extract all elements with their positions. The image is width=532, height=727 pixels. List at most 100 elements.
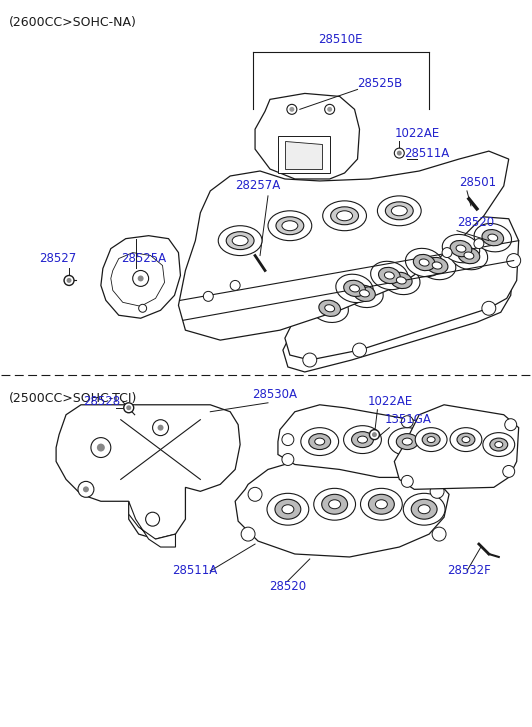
Ellipse shape [385,272,394,279]
Circle shape [394,148,404,158]
Circle shape [138,276,144,281]
Circle shape [503,465,514,478]
Polygon shape [283,230,514,372]
Ellipse shape [474,223,512,252]
Circle shape [287,105,297,114]
Ellipse shape [377,196,421,225]
Ellipse shape [344,426,381,454]
Circle shape [230,281,240,290]
Polygon shape [278,405,454,478]
Ellipse shape [488,234,498,241]
Text: 28520: 28520 [269,580,306,593]
Polygon shape [111,252,164,306]
Ellipse shape [426,257,448,273]
Text: 1351GA: 1351GA [385,413,431,426]
Ellipse shape [450,241,472,257]
Circle shape [482,301,496,316]
Circle shape [397,150,402,156]
Circle shape [327,107,332,112]
Text: 28510E: 28510E [318,33,363,47]
Ellipse shape [268,211,312,241]
Ellipse shape [403,494,445,525]
Circle shape [325,105,335,114]
Ellipse shape [432,262,442,269]
Circle shape [126,405,131,410]
Text: 28257A: 28257A [235,180,280,193]
Polygon shape [285,209,519,360]
Ellipse shape [388,427,426,456]
Polygon shape [56,405,240,539]
Ellipse shape [482,230,504,246]
Ellipse shape [276,217,304,235]
Circle shape [282,454,294,465]
Polygon shape [278,136,330,173]
Ellipse shape [490,438,508,451]
Circle shape [441,429,453,441]
Ellipse shape [379,268,400,284]
Circle shape [146,513,160,526]
Ellipse shape [218,225,262,256]
Ellipse shape [322,494,347,514]
Ellipse shape [344,281,365,297]
Text: (2500CC>SOHC-TCI): (2500CC>SOHC-TCI) [10,392,138,405]
Text: 28532F: 28532F [447,564,491,577]
Circle shape [369,430,379,440]
Text: (2600CC>SOHC-NA): (2600CC>SOHC-NA) [10,16,137,29]
Ellipse shape [314,489,355,521]
Ellipse shape [495,441,503,448]
Circle shape [241,527,255,541]
Circle shape [64,276,74,286]
Circle shape [157,425,163,430]
Text: 28511A: 28511A [172,564,218,577]
Ellipse shape [411,499,437,519]
Circle shape [132,270,148,286]
Polygon shape [394,405,519,489]
Ellipse shape [450,427,482,451]
Ellipse shape [309,433,331,449]
Text: 28520: 28520 [457,216,494,229]
Circle shape [282,433,294,446]
Ellipse shape [319,300,340,316]
Ellipse shape [337,211,353,221]
Ellipse shape [392,206,408,216]
Ellipse shape [275,499,301,519]
Circle shape [303,353,317,367]
Ellipse shape [282,221,298,230]
Ellipse shape [390,273,412,289]
Ellipse shape [442,234,480,262]
Ellipse shape [361,489,402,521]
Text: 1022AE: 1022AE [394,126,439,140]
Circle shape [91,438,111,457]
Circle shape [507,254,521,268]
Circle shape [124,403,134,413]
Text: 28501: 28501 [459,177,496,190]
Ellipse shape [415,427,447,451]
Ellipse shape [458,247,480,264]
Ellipse shape [350,285,360,292]
Ellipse shape [267,494,309,525]
Polygon shape [178,151,509,340]
Circle shape [139,305,147,313]
Circle shape [289,107,294,112]
Text: 28527: 28527 [39,252,77,265]
Ellipse shape [385,202,413,220]
Ellipse shape [311,294,348,323]
Circle shape [505,419,517,430]
Ellipse shape [376,499,387,509]
Ellipse shape [282,505,294,514]
Text: 28511A: 28511A [404,147,450,160]
Ellipse shape [402,438,412,445]
Ellipse shape [427,437,435,443]
Circle shape [97,443,105,451]
Circle shape [203,292,213,301]
Ellipse shape [352,432,373,448]
Ellipse shape [405,249,443,277]
Ellipse shape [371,261,408,289]
Circle shape [153,419,169,435]
Circle shape [78,481,94,497]
Circle shape [401,475,413,487]
Ellipse shape [396,433,418,449]
Text: 28528: 28528 [83,395,120,409]
Ellipse shape [354,285,375,302]
Text: 1022AE: 1022AE [368,395,413,409]
